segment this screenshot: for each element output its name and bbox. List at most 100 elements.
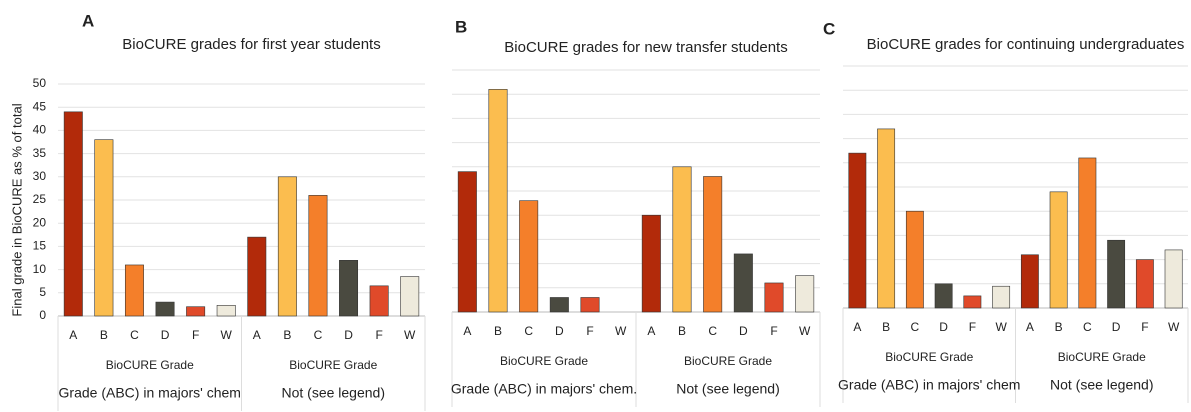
chart-title: BioCURE grades for new transfer students — [504, 39, 787, 56]
x-tick-label: C — [911, 320, 920, 334]
bar — [1135, 259, 1154, 309]
x-tick-label: A — [1026, 320, 1034, 334]
x-tick-label: F — [1141, 320, 1148, 334]
y-tick-label: 30 — [33, 169, 47, 183]
x-tick-label: A — [647, 324, 655, 338]
x-tick-label: A — [253, 328, 261, 342]
y-tick-label: 10 — [33, 262, 47, 276]
y-tick-label: 20 — [33, 215, 47, 229]
bar — [400, 276, 420, 317]
group-label: Grade (ABC) in majors' chem. — [451, 381, 637, 397]
bar — [308, 195, 328, 317]
bar — [488, 89, 508, 313]
bar — [94, 139, 114, 317]
bar — [1164, 249, 1183, 309]
panel-letter: C — [823, 19, 835, 38]
x-tick-label: D — [344, 328, 353, 342]
bar — [580, 297, 600, 313]
bar — [1107, 239, 1126, 309]
x-tick-label: D — [555, 324, 564, 338]
y-tick-label: 5 — [39, 285, 46, 299]
x-tick-label: B — [1055, 320, 1063, 334]
bar — [519, 200, 539, 313]
bar — [877, 128, 896, 309]
group-label: Not (see legend) — [676, 381, 780, 397]
bar — [247, 236, 267, 317]
x-tick-label: F — [770, 324, 777, 338]
bar — [934, 283, 953, 309]
bar — [905, 210, 924, 309]
y-tick-label: 45 — [33, 99, 47, 113]
bar — [795, 275, 815, 313]
x-tick-label: W — [221, 328, 233, 342]
bar — [848, 152, 867, 309]
bar — [672, 166, 692, 313]
x-tick-label: W — [1168, 320, 1180, 334]
x-tick-label: B — [494, 324, 502, 338]
group-label: Grade (ABC) in majors' chem — [59, 385, 241, 401]
group-label: Grade (ABC) in majors' chem — [838, 377, 1020, 393]
x-tick-label: B — [283, 328, 291, 342]
bar — [1049, 191, 1068, 309]
bar — [703, 176, 723, 313]
bar — [963, 295, 982, 309]
bar — [63, 111, 83, 317]
x-tick-label: C — [130, 328, 139, 342]
x-tick-label: A — [69, 328, 77, 342]
bar — [992, 285, 1011, 309]
y-tick-label: 35 — [33, 146, 47, 160]
bar — [339, 260, 359, 317]
group-subtitle: BioCURE Grade — [500, 354, 588, 368]
bar — [186, 306, 206, 317]
bar — [733, 253, 753, 313]
bar — [764, 282, 784, 313]
group-subtitle: BioCURE Grade — [106, 358, 194, 372]
group-subtitle: BioCURE Grade — [1058, 350, 1146, 364]
x-tick-label: C — [708, 324, 717, 338]
y-tick-label: 40 — [33, 123, 47, 137]
group-label: Not (see legend) — [281, 385, 385, 401]
bar — [216, 305, 236, 317]
group-subtitle: BioCURE Grade — [885, 350, 973, 364]
y-tick-label: 25 — [33, 192, 47, 206]
x-tick-label: B — [100, 328, 108, 342]
bar — [369, 285, 389, 317]
x-tick-label: B — [678, 324, 686, 338]
x-tick-label: B — [882, 320, 890, 334]
x-tick-label: A — [463, 324, 471, 338]
y-tick-label: 15 — [33, 239, 47, 253]
chart-title: BioCURE grades for continuing undergradu… — [867, 36, 1185, 53]
bar — [549, 297, 569, 313]
y-tick-label: 0 — [39, 308, 46, 322]
chart-title: BioCURE grades for first year students — [122, 36, 380, 53]
group-label: Not (see legend) — [1050, 377, 1154, 393]
bar — [457, 171, 477, 313]
group-subtitle: BioCURE Grade — [684, 354, 772, 368]
bar — [155, 301, 175, 317]
x-tick-label: F — [586, 324, 593, 338]
x-tick-label: W — [995, 320, 1007, 334]
panel-letter: B — [455, 17, 467, 36]
bar — [124, 264, 144, 317]
x-tick-label: C — [524, 324, 533, 338]
x-tick-label: D — [161, 328, 170, 342]
y-tick-label: 50 — [33, 76, 47, 90]
bar — [1020, 254, 1039, 309]
x-tick-label: W — [799, 324, 811, 338]
bar — [641, 214, 661, 313]
x-tick-label: W — [615, 324, 627, 338]
panel-letter: A — [82, 11, 94, 30]
x-tick-label: C — [314, 328, 323, 342]
bar — [1078, 157, 1097, 309]
x-tick-label: W — [404, 328, 416, 342]
x-tick-label: D — [939, 320, 948, 334]
x-tick-label: C — [1083, 320, 1092, 334]
x-tick-label: F — [969, 320, 976, 334]
x-tick-label: F — [192, 328, 199, 342]
group-subtitle: BioCURE Grade — [289, 358, 377, 372]
x-tick-label: F — [375, 328, 382, 342]
x-tick-label: D — [739, 324, 748, 338]
x-tick-label: A — [853, 320, 861, 334]
x-tick-label: D — [1112, 320, 1121, 334]
